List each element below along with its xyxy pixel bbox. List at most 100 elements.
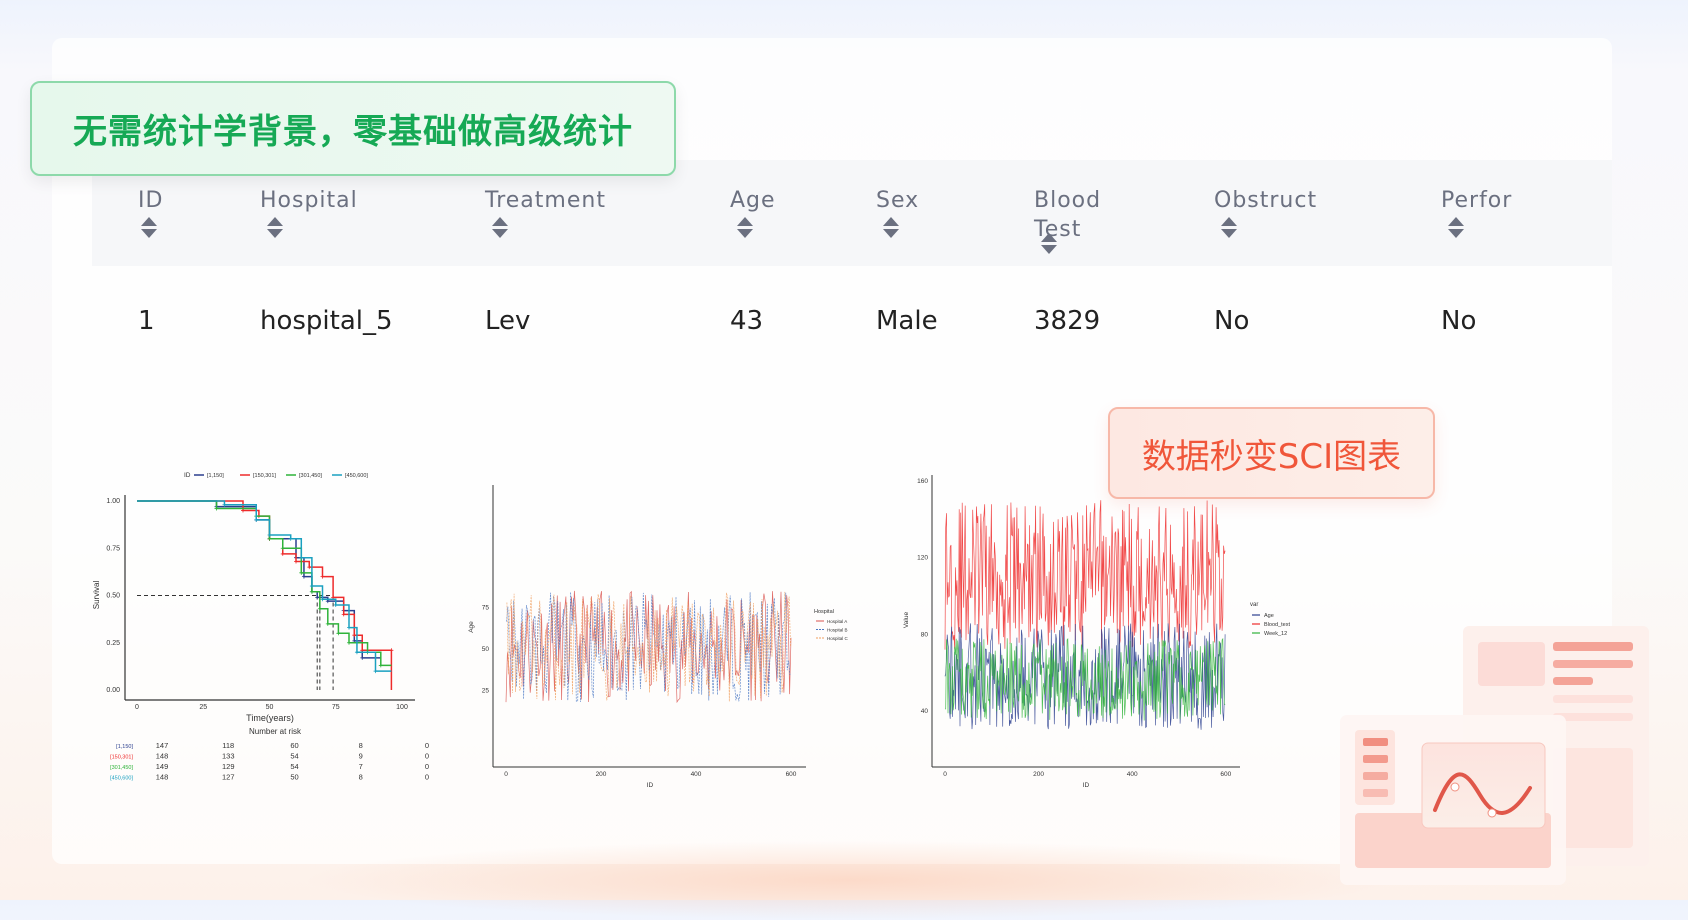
x-tick-label: 0 xyxy=(504,771,508,778)
risk-count: 60 xyxy=(290,741,298,750)
censor-mark xyxy=(347,625,351,630)
censor-mark xyxy=(320,574,325,579)
y-tick-label: 75 xyxy=(482,605,490,612)
legend-label: Age xyxy=(1264,613,1274,619)
censor-mark xyxy=(320,597,325,602)
censor-mark xyxy=(299,555,304,560)
censor-mark xyxy=(317,606,322,611)
y-axis-label: Age xyxy=(468,621,475,633)
risk-count: 9 xyxy=(359,752,363,761)
censor-mark xyxy=(254,517,259,522)
sort-icon[interactable] xyxy=(266,217,284,239)
sort-icon[interactable] xyxy=(1447,217,1465,239)
headline-banner: 无需统计学背景，零基础做高级统计 xyxy=(30,81,676,176)
legend-label: Hospital A xyxy=(827,619,847,624)
x-axis-label: ID xyxy=(1083,782,1090,789)
legend-label: [450,600] xyxy=(345,473,368,479)
risk-count: 133 xyxy=(222,752,235,761)
legend-title: ID xyxy=(184,472,191,479)
table-cell: No xyxy=(1214,306,1250,336)
x-tick-label: 600 xyxy=(1220,771,1231,778)
risk-count: 148 xyxy=(156,773,169,782)
censor-mark xyxy=(378,663,383,668)
censor-mark xyxy=(222,502,227,507)
x-tick-label: 0 xyxy=(943,771,947,778)
risk-count: 7 xyxy=(359,762,363,771)
y-axis-label: Survival xyxy=(92,581,101,610)
table-cell: 1 xyxy=(138,306,155,336)
censor-mark xyxy=(336,631,341,636)
x-tick-label: 50 xyxy=(266,704,274,711)
series-line xyxy=(944,500,1226,650)
censor-mark xyxy=(307,565,312,570)
risk-count: 54 xyxy=(290,762,298,771)
risk-count: 8 xyxy=(359,741,363,750)
column-header-blood-test[interactable]: Blood Test xyxy=(1034,188,1102,242)
x-axis-label: ID xyxy=(647,782,654,789)
table-cell: No xyxy=(1441,306,1477,336)
column-header-obstruct[interactable]: Obstruct xyxy=(1214,188,1318,213)
censor-mark xyxy=(214,506,219,511)
column-header-perfor[interactable]: Perfor xyxy=(1441,188,1513,213)
sort-icon[interactable] xyxy=(491,217,509,239)
column-header-treatment[interactable]: Treatment xyxy=(485,188,606,213)
censor-mark xyxy=(294,559,298,564)
column-header-age[interactable]: Age xyxy=(730,188,776,213)
risk-count: 129 xyxy=(222,762,235,771)
censor-mark xyxy=(309,584,314,589)
y-tick-label: 25 xyxy=(482,688,490,695)
risk-count: 50 xyxy=(290,773,298,782)
censor-mark xyxy=(373,669,378,674)
survival-curve xyxy=(137,500,381,659)
risk-count: 0 xyxy=(425,741,429,750)
censor-mark xyxy=(309,589,314,594)
sort-icon[interactable] xyxy=(882,217,900,239)
risk-count: 0 xyxy=(425,752,429,761)
column-header-hospital[interactable]: Hospital xyxy=(260,188,358,213)
table-cell: 3829 xyxy=(1034,306,1101,336)
y-tick-label: 40 xyxy=(921,708,929,715)
table-cell: Male xyxy=(876,306,938,336)
censor-mark xyxy=(280,551,285,556)
series-line xyxy=(506,591,791,702)
censor-mark xyxy=(299,570,304,575)
sort-icon[interactable] xyxy=(1040,233,1058,255)
x-tick-label: 600 xyxy=(786,771,797,778)
censor-mark xyxy=(360,655,365,660)
sort-icon[interactable] xyxy=(1220,217,1238,239)
risk-group-label: [150,301] xyxy=(110,755,133,761)
risk-group-label: [1,150] xyxy=(116,744,133,750)
x-tick-label: 100 xyxy=(396,704,408,711)
sort-icon[interactable] xyxy=(736,217,754,239)
censor-mark xyxy=(301,574,306,579)
risk-count: 148 xyxy=(156,752,169,761)
risk-count: 0 xyxy=(425,762,429,771)
risk-count: 8 xyxy=(359,773,363,782)
charts-canvas: 0 25 50 75 100 0.00 0.25 0.50 0.75 1.00 Time(years… xyxy=(92,472,1290,789)
legend-label: Week_12 xyxy=(1264,631,1287,637)
risk-table-title: Number at risk xyxy=(249,727,302,736)
censor-mark xyxy=(280,546,285,551)
sort-icon[interactable] xyxy=(140,217,158,239)
legend-label: [301,450] xyxy=(299,473,322,479)
risk-count: 118 xyxy=(222,741,234,750)
column-header-sex[interactable]: Sex xyxy=(876,188,920,213)
y-tick-label: 80 xyxy=(921,631,929,638)
y-tick-label: 0.00 xyxy=(106,687,120,694)
risk-count: 127 xyxy=(222,773,235,782)
y-tick-label: 120 xyxy=(917,555,928,562)
x-tick-label: 200 xyxy=(596,771,607,778)
x-tick-label: 200 xyxy=(1033,771,1044,778)
x-tick-label: 0 xyxy=(135,704,139,711)
survival-curve xyxy=(137,500,393,690)
y-tick-label: 0.50 xyxy=(106,593,120,600)
series-line xyxy=(505,590,792,704)
table-header xyxy=(92,160,1612,266)
y-tick-label: 50 xyxy=(482,646,490,653)
legend-label: [1,150] xyxy=(207,473,224,479)
risk-count: 147 xyxy=(156,741,169,750)
y-tick-label: 1.00 xyxy=(106,498,120,505)
table-cell: hospital_5 xyxy=(260,306,393,336)
column-header-id[interactable]: ID xyxy=(138,188,164,213)
risk-count: 0 xyxy=(425,773,429,782)
